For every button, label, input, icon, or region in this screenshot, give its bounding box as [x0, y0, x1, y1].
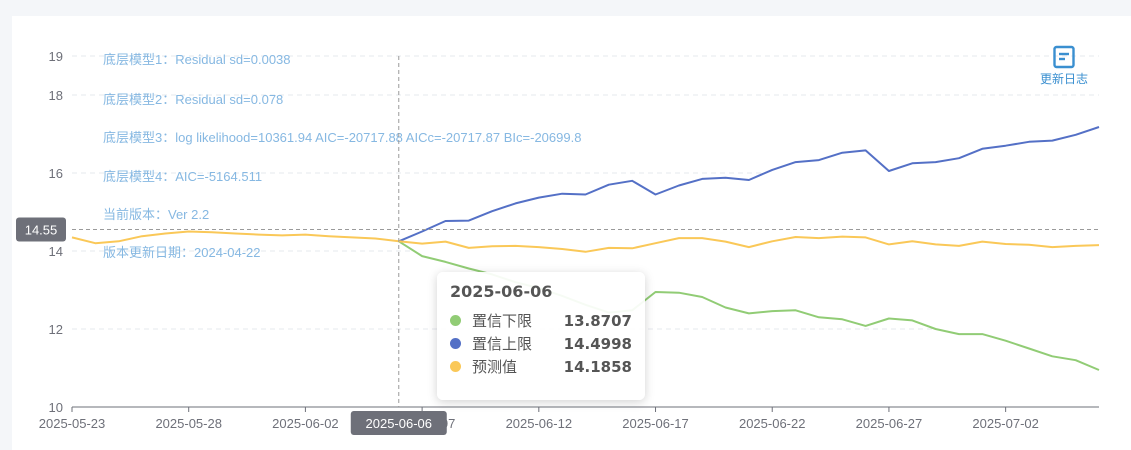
- upper-bound-dot: [450, 338, 461, 349]
- y-tick-label: 14: [49, 244, 63, 259]
- model-annotation: 底层模型2：Residual sd=0.078: [103, 92, 283, 107]
- crosshair-y-badge: [16, 217, 66, 242]
- x-tick-label: 2025-06-22: [739, 416, 806, 431]
- chart-tooltip: 2025-06-06 置信下限 13.8707 置信上限 14.4998 预测值…: [437, 272, 645, 400]
- tooltip-value: 14.1858: [563, 357, 632, 376]
- x-tick-label: 2025-05-28: [155, 416, 222, 431]
- crosshair: 14.55 2025-06-06: [16, 56, 1099, 435]
- tooltip-row-forecast: 预测值 14.1858: [450, 355, 632, 378]
- x-tick-label: 2025-06-12: [506, 416, 573, 431]
- chart-card: 底层模型1：Residual sd=0.0038 底层模型2：Residual s…: [12, 16, 1131, 450]
- x-tick-label: 2025-05-23: [39, 416, 106, 431]
- confidence-band: [398, 127, 1099, 370]
- document-icon: [1053, 45, 1075, 69]
- crosshair-x-badge: [350, 411, 447, 435]
- x-tick-label: 2025-06-17: [622, 416, 689, 431]
- y-tick-label: 16: [49, 166, 63, 181]
- lower-bound-dot: [450, 315, 461, 326]
- tooltip-name: 置信上限: [472, 335, 533, 353]
- tooltip-row-lower: 置信下限 13.8707: [450, 309, 632, 332]
- model-annotation: 版本更新日期：2024-04-22: [103, 245, 261, 260]
- axes: 10 12 14 16 18 19 2025-05-23 2025-05-28 2025-06-…: [39, 49, 1099, 431]
- y-tick-label: 18: [49, 88, 63, 103]
- tooltip-value: 13.8707: [563, 311, 632, 330]
- forecast-chart: 底层模型1：Residual sd=0.0038 底层模型2：Residual s…: [16, 49, 1100, 435]
- confidence-band-area: [398, 127, 1099, 370]
- tooltip-date: 2025-06-06: [450, 282, 553, 301]
- y-tick-label: 10: [49, 400, 63, 415]
- tooltip-name: 预测值: [472, 358, 518, 376]
- model-annotation: 当前版本：Ver 2.2: [103, 207, 209, 222]
- forecast-line: [71, 230, 1100, 253]
- forecast-dot: [450, 361, 461, 372]
- x-tick-label: 2025-07-02: [972, 416, 1039, 431]
- y-tick-label: 12: [49, 322, 63, 337]
- tooltip-value: 14.4998: [563, 334, 632, 353]
- crosshair-x-label: 2025-06-06: [366, 416, 433, 431]
- crosshair-y-label: 14.55: [25, 223, 58, 238]
- update-log-button[interactable]: 更新日志: [1024, 45, 1104, 87]
- tooltip-row-upper: 置信上限 14.4998: [450, 332, 632, 355]
- model-annotation: 底层模型4：AIC=-5164.511: [103, 169, 262, 184]
- upper-bound-line: [398, 126, 1100, 243]
- model-annotation: 底层模型3：log likelihood=10361.94 AIC=-20717…: [103, 130, 581, 145]
- x-tick-label: 2025-06-27: [856, 416, 923, 431]
- y-tick-label: 19: [49, 49, 63, 64]
- model-annotation: 底层模型1：Residual sd=0.0038: [103, 52, 291, 67]
- x-tick-label: 2025-06-02: [272, 416, 339, 431]
- model-annotations: 底层模型1：Residual sd=0.0038 底层模型2：Residual s…: [103, 52, 581, 260]
- tooltip-name: 置信下限: [472, 312, 533, 330]
- update-log-label: 更新日志: [1039, 72, 1088, 86]
